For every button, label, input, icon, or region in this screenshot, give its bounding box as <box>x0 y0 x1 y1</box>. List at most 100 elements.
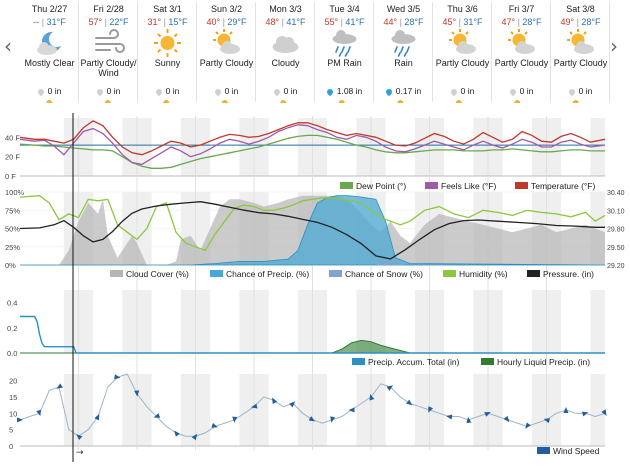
precip-value: 0 in <box>106 86 121 96</box>
wind-direction-arrow <box>525 422 531 429</box>
wind-direction-arrow <box>446 414 453 420</box>
sunrise-icon <box>46 100 53 103</box>
low-temp: 28°F <box>581 17 601 27</box>
low-temp: 29°F <box>227 17 247 27</box>
condition-text: Partly Cloudy <box>199 58 254 68</box>
day-column[interactable]: Thu 3/6 45° | 31°F Partly Cloudy 0 in <box>433 0 492 112</box>
prev-arrow-icon[interactable]: ‹ <box>4 34 12 58</box>
day-divider <box>78 2 79 102</box>
y-tick-label: 0.2 <box>7 324 17 333</box>
precip-value: 0 in <box>519 86 534 96</box>
temperature-range: 57° | 22°F <box>79 17 138 27</box>
wind-direction-arrow <box>428 406 434 413</box>
precip-value: 0 in <box>165 86 180 96</box>
day-column[interactable]: Tue 3/4 55° | 41°F PM Rain 1.08 in <box>315 0 374 112</box>
precip-value: 1.08 in <box>336 86 363 96</box>
temperature-range: 48° | 41°F <box>256 17 315 27</box>
temp-separator: | <box>102 17 110 27</box>
y-tick-label: 100% <box>5 188 25 197</box>
y-tick-label: 15 <box>9 393 17 402</box>
next-arrow-icon[interactable]: › <box>610 34 618 58</box>
low-temp: 15°F <box>168 17 188 27</box>
wind-direction-arrow <box>114 374 121 380</box>
temp-separator: | <box>574 17 582 27</box>
sunrise-icon <box>397 100 404 103</box>
precip-value: 0 in <box>47 86 62 96</box>
temp-separator: | <box>338 17 346 27</box>
precip-amount: 0.17 in <box>374 86 433 96</box>
condition: Sunny <box>138 58 197 80</box>
legend-label: Chance of Precip. (%) <box>226 269 309 279</box>
temp-separator: | <box>515 17 523 27</box>
wind-direction-arrow <box>76 434 83 441</box>
condition: PM Rain <box>315 58 374 80</box>
wind-direction-arrow <box>581 411 589 417</box>
condition-text: Partly Cloudy/ <box>80 58 137 68</box>
y-tick-label: 0.4 <box>7 299 17 308</box>
day-column[interactable]: Fri 2/28 57° | 22°F Partly Cloudy/Wind 0 in <box>79 0 138 112</box>
high-temp: 47° <box>501 17 516 27</box>
rain-icon <box>315 28 374 58</box>
day-divider <box>196 2 197 102</box>
y-tick-label: 75% <box>5 206 20 215</box>
day-column[interactable]: Wed 3/5 44° | 28°F Rain 0.17 in <box>374 0 433 112</box>
daily-forecast-strip: Thu 2/27 -- | 31°F Mostly Clear 0 in Fri 2/2… <box>20 0 610 112</box>
precip-amount: 0 in <box>256 86 315 96</box>
low-temp: 28°F <box>404 17 424 27</box>
legend-swatch <box>425 182 438 189</box>
temperature-range: 44° | 28°F <box>374 17 433 27</box>
day-column[interactable]: Thu 2/27 -- | 31°F Mostly Clear 0 in <box>20 0 79 112</box>
sunrise-icon <box>572 100 579 103</box>
temp-separator: | <box>161 17 169 27</box>
precip-amount: 0 in <box>433 86 492 96</box>
legend-label: Pressure. (in) <box>543 269 594 279</box>
sunrise-icon <box>163 100 170 103</box>
wind-direction-arrow <box>174 430 180 437</box>
wind-direction-arrow <box>386 385 393 391</box>
legend-label: Feels Like (°F) <box>441 181 497 191</box>
precip-amount: 0 in <box>20 86 79 96</box>
precip-value: 0.17 in <box>395 86 422 96</box>
series-line-dew <box>19 134 605 169</box>
day-divider <box>255 2 256 102</box>
precip-value: 0 in <box>224 86 239 96</box>
legend-label: Wind Speed <box>553 446 600 456</box>
night-band <box>590 118 605 176</box>
legend-label: Humidity (%) <box>459 269 508 279</box>
day-label: Sun 3/2 <box>210 4 243 14</box>
day-label: Fri 2/28 <box>93 4 124 14</box>
temperature-range: 45° | 31°F <box>433 17 492 27</box>
day-divider <box>137 2 138 102</box>
day-column[interactable]: Fri 3/7 47° | 28°F Partly Cloudy 0 in <box>492 0 551 112</box>
day-column[interactable]: Sat 3/8 49° | 28°F Partly Cloudy 0 in <box>551 0 610 112</box>
partly-cloudy-icon <box>433 28 492 58</box>
day-label: Mon 3/3 <box>269 4 302 14</box>
wind-direction-arrow <box>308 416 316 422</box>
day-divider <box>314 2 315 102</box>
wind-direction-arrow <box>563 407 569 414</box>
low-temp: 22°F <box>109 17 129 27</box>
wind-direction-arrow <box>484 412 491 417</box>
wind-direction-arrow <box>94 413 100 421</box>
day-divider <box>550 2 551 102</box>
time-arrow-icon: → <box>76 448 84 458</box>
precip-amount: 0 in <box>551 86 610 96</box>
y-tick-label-right: 30.40 <box>607 190 625 197</box>
legend-swatch <box>110 270 123 277</box>
legend-swatch <box>352 358 365 365</box>
day-column[interactable]: Sat 3/1 31° | 15°F Sunny 0 in <box>138 0 197 112</box>
y-tick-label-right: 30.10 <box>607 208 625 215</box>
high-temp: 45° <box>442 17 457 27</box>
sunrise-icon <box>455 100 462 103</box>
day-column[interactable]: Mon 3/3 48° | 41°F Cloudy 0 in <box>256 0 315 112</box>
day-label: Thu 2/27 <box>31 4 68 14</box>
low-temp: 41°F <box>286 17 306 27</box>
y-tick-label: 0.0 <box>7 349 17 358</box>
high-temp: -- <box>33 17 40 27</box>
y-tick-label: 25% <box>5 243 20 252</box>
condition: Partly Cloudy <box>492 58 551 80</box>
day-column[interactable]: Sun 3/2 40° | 29°F Partly Cloudy 0 in <box>197 0 256 112</box>
partly-cloudy-icon <box>551 28 610 58</box>
precip-amount: 0 in <box>197 86 256 96</box>
